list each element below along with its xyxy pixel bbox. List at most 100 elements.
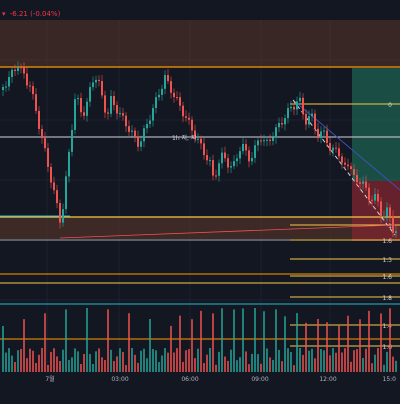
volume-bar-49 xyxy=(149,319,151,372)
candle-body-89 xyxy=(269,139,271,141)
volume-bar-42 xyxy=(128,313,130,372)
candle-body-73 xyxy=(221,152,223,164)
candle-body-5 xyxy=(17,67,19,71)
candle-body-47 xyxy=(143,128,145,142)
candle-body-83 xyxy=(251,157,253,162)
volume-bar-89 xyxy=(269,357,271,372)
candle-body-85 xyxy=(257,140,259,146)
volume-bar-130 xyxy=(392,356,394,372)
volume-bar-10 xyxy=(32,350,34,372)
candle-body-25 xyxy=(77,98,79,100)
candle-body-97 xyxy=(293,106,295,110)
time-axis-label-3: 09:00 xyxy=(251,376,268,383)
volume-bar-43 xyxy=(131,348,133,372)
candle-body-114 xyxy=(344,162,346,165)
candle-body-115 xyxy=(347,164,349,167)
volume-bar-103 xyxy=(311,348,313,372)
volume-bar-91 xyxy=(275,309,277,372)
candle-body-43 xyxy=(131,130,133,132)
candle-body-34 xyxy=(104,95,106,113)
volume-bar-57 xyxy=(173,352,175,372)
volume-bar-40 xyxy=(122,351,124,372)
volume-bar-75 xyxy=(227,360,229,372)
candle-body-24 xyxy=(74,99,76,130)
candle-body-106 xyxy=(320,131,322,139)
time-axis-label-1: 03:00 xyxy=(111,376,128,383)
volume-bar-55 xyxy=(167,352,169,372)
volume-bar-129 xyxy=(389,308,391,372)
fib-label-4: 1.6 xyxy=(382,274,392,281)
candle-body-54 xyxy=(164,75,166,89)
volume-bar-67 xyxy=(203,363,205,372)
candle-body-126 xyxy=(380,201,382,217)
candle-body-11 xyxy=(35,94,37,111)
volume-bar-76 xyxy=(230,349,232,372)
candle-body-19 xyxy=(59,203,61,223)
volume-bar-34 xyxy=(104,360,106,372)
candle-body-129 xyxy=(389,207,391,217)
candle-body-61 xyxy=(185,116,187,118)
volume-bar-105 xyxy=(317,318,319,372)
candle-body-64 xyxy=(194,130,196,139)
candle-body-123 xyxy=(371,199,373,201)
candle-body-127 xyxy=(383,216,385,218)
candle-body-72 xyxy=(218,163,220,176)
time-axis-label-2: 06:00 xyxy=(181,376,198,383)
volume-bar-87 xyxy=(263,311,265,372)
volume-bar-72 xyxy=(218,351,220,372)
volume-bar-63 xyxy=(191,319,193,372)
volume-bar-119 xyxy=(359,319,361,372)
candle-body-75 xyxy=(227,158,229,168)
volume-bar-0 xyxy=(2,326,4,372)
candle-body-50 xyxy=(152,108,154,121)
candle-body-82 xyxy=(248,150,250,162)
candle-body-41 xyxy=(125,115,127,127)
volume-bar-20 xyxy=(62,349,64,372)
volume-bar-80 xyxy=(242,308,244,372)
candle-body-109 xyxy=(329,143,331,151)
volume-bar-108 xyxy=(326,322,328,372)
volume-bar-131 xyxy=(395,360,397,372)
candle-body-22 xyxy=(68,151,70,177)
candle-body-31 xyxy=(95,79,97,83)
volume-bar-66 xyxy=(200,310,202,372)
volume-bar-21 xyxy=(65,309,67,372)
candle-body-53 xyxy=(161,88,163,95)
candle-body-78 xyxy=(236,158,238,162)
volume-bar-97 xyxy=(293,365,295,372)
candle-body-81 xyxy=(245,144,247,151)
candle-body-27 xyxy=(83,112,85,116)
volume-bar-29 xyxy=(89,354,91,372)
volume-bar-59 xyxy=(179,315,181,372)
volume-bar-110 xyxy=(332,348,334,372)
candle-body-29 xyxy=(89,87,91,102)
volume-bar-107 xyxy=(323,350,325,372)
candle-body-62 xyxy=(188,117,190,120)
volume-bar-56 xyxy=(170,325,172,372)
candle-body-14 xyxy=(44,138,46,149)
candle-body-35 xyxy=(107,112,109,114)
volume-bar-70 xyxy=(212,313,214,372)
fib-label-3: 1.3 xyxy=(382,257,392,264)
candle-body-80 xyxy=(242,144,244,152)
candle-body-42 xyxy=(128,126,130,132)
candle-body-39 xyxy=(119,113,121,115)
volume-bar-85 xyxy=(257,354,259,372)
volume-bar-14 xyxy=(44,313,46,372)
candle-body-56 xyxy=(170,81,172,93)
candle-body-105 xyxy=(317,128,319,139)
volume-bar-95 xyxy=(287,348,289,372)
volume-bar-121 xyxy=(365,348,367,372)
time-axis-label-0: 7월 xyxy=(45,375,54,383)
volume-bar-24 xyxy=(74,348,76,372)
volume-bar-7 xyxy=(23,319,25,372)
candle-body-44 xyxy=(134,130,136,137)
annotation-label: 1h 지, 지 xyxy=(172,134,196,142)
volume-bar-102 xyxy=(308,350,310,372)
candle-body-101 xyxy=(305,113,307,125)
candle-body-12 xyxy=(38,110,40,129)
volume-bar-26 xyxy=(80,364,82,372)
volume-bar-88 xyxy=(266,348,268,372)
